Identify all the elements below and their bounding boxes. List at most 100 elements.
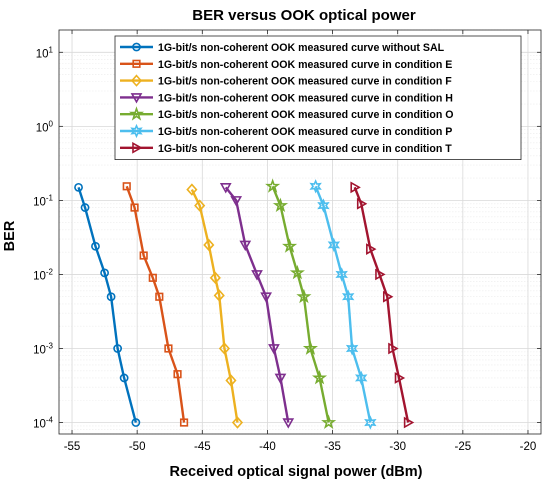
series-line bbox=[224, 186, 290, 423]
data-point bbox=[403, 416, 415, 429]
data-point bbox=[394, 372, 406, 384]
series-1 bbox=[74, 182, 141, 427]
x-axis-label: Received optical signal power (dBm) bbox=[170, 464, 423, 480]
x-tick-label: -30 bbox=[389, 441, 406, 453]
legend-item: 1G-bit/s non-coherent OOK measured curve… bbox=[120, 42, 445, 54]
data-point bbox=[302, 340, 318, 355]
data-point bbox=[179, 418, 189, 427]
legend-item: 1G-bit/s non-coherent OOK measured curve… bbox=[120, 92, 453, 104]
data-point bbox=[317, 198, 330, 213]
data-point bbox=[106, 292, 116, 302]
data-point bbox=[296, 288, 312, 304]
data-point bbox=[375, 268, 386, 281]
legend-marker bbox=[130, 93, 143, 104]
data-point bbox=[364, 415, 377, 430]
data-point bbox=[260, 292, 272, 303]
legend-label: 1G-bit/s non-coherent OOK measured curve… bbox=[158, 143, 452, 155]
x-tick-label: -45 bbox=[194, 441, 211, 453]
legend-item: 1G-bit/s non-coherent OOK measured curve… bbox=[120, 106, 454, 121]
legend-item: 1G-bit/s non-coherent OOK measured curve… bbox=[120, 141, 452, 155]
data-point bbox=[130, 203, 139, 212]
data-point bbox=[91, 241, 100, 251]
legend-marker bbox=[132, 59, 141, 68]
data-point bbox=[219, 183, 232, 194]
data-point bbox=[203, 238, 215, 252]
data-point bbox=[148, 273, 157, 282]
series-line bbox=[125, 185, 186, 423]
x-tick-label: -25 bbox=[455, 441, 472, 453]
data-point bbox=[194, 199, 206, 212]
data-point bbox=[282, 418, 295, 429]
data-point bbox=[230, 196, 243, 207]
data-point bbox=[218, 342, 231, 355]
data-point bbox=[231, 416, 244, 429]
data-point bbox=[356, 197, 368, 210]
legend-item: 1G-bit/s non-coherent OOK measured curve… bbox=[120, 59, 452, 71]
data-point bbox=[173, 370, 182, 379]
data-point bbox=[274, 373, 287, 385]
series-line bbox=[77, 186, 138, 423]
data-point bbox=[366, 243, 377, 255]
data-point bbox=[345, 341, 359, 356]
y-axis-label: BER bbox=[2, 220, 18, 251]
legend-box bbox=[114, 35, 522, 160]
data-point bbox=[265, 178, 281, 193]
legend-marker bbox=[132, 42, 141, 52]
legend-item: 1G-bit/s non-coherent OOK measured curve… bbox=[120, 123, 452, 139]
data-point bbox=[113, 344, 123, 353]
series-4 bbox=[219, 183, 295, 429]
series-layer bbox=[74, 178, 415, 430]
data-point bbox=[282, 238, 298, 253]
data-point bbox=[80, 203, 90, 212]
y-tick-label: 10-3 bbox=[33, 341, 53, 356]
data-point bbox=[139, 251, 148, 260]
data-point bbox=[119, 373, 129, 383]
data-point bbox=[289, 264, 305, 280]
axis-ticks: -55 -50 -45 -40 -35 -30 -25 -20 10-4 10-3 10-2 10-1… bbox=[33, 30, 541, 453]
data-point bbox=[268, 344, 280, 355]
series-2 bbox=[122, 182, 189, 427]
series-line bbox=[190, 189, 239, 423]
series-6 bbox=[309, 179, 377, 430]
data-point bbox=[186, 183, 198, 196]
data-point bbox=[321, 414, 337, 429]
legend-marker bbox=[130, 74, 143, 87]
series-line bbox=[314, 185, 372, 423]
y-tick-label: 10-1 bbox=[33, 193, 53, 208]
data-point bbox=[335, 267, 348, 282]
legend-label: 1G-bit/s non-coherent OOK measured curve… bbox=[158, 109, 454, 121]
plot-area-frame bbox=[58, 29, 542, 435]
data-point bbox=[213, 289, 225, 302]
data-point bbox=[382, 290, 394, 303]
data-point bbox=[251, 270, 263, 281]
legend-label: 1G-bit/s non-coherent OOK measured curve… bbox=[158, 76, 452, 88]
y-tick-label: 100 bbox=[36, 119, 54, 134]
series-line bbox=[271, 185, 330, 423]
data-point bbox=[209, 271, 221, 285]
legend-label: 1G-bit/s non-coherent OOK measured curve… bbox=[158, 42, 445, 54]
x-tick-label: -35 bbox=[324, 441, 341, 453]
data-point bbox=[327, 237, 341, 253]
series-5 bbox=[265, 178, 337, 429]
legend-label: 1G-bit/s non-coherent OOK measured curve… bbox=[158, 59, 452, 71]
data-point bbox=[239, 240, 252, 252]
data-point bbox=[388, 342, 399, 355]
data-point bbox=[311, 370, 328, 385]
data-point bbox=[309, 179, 322, 194]
x-tick-label: -20 bbox=[520, 441, 537, 453]
chart-title: BER versus OOK optical power bbox=[192, 7, 416, 24]
x-tick-label: -40 bbox=[259, 441, 276, 453]
legend-item: 1G-bit/s non-coherent OOK measured curve… bbox=[120, 74, 452, 88]
data-point bbox=[155, 292, 164, 301]
y-tick-label: 10-2 bbox=[33, 267, 53, 282]
series-3 bbox=[186, 183, 244, 429]
x-tick-label: -55 bbox=[64, 441, 81, 453]
legend-marker bbox=[130, 123, 143, 139]
legend-marker bbox=[132, 141, 143, 154]
x-tick-label: -50 bbox=[129, 441, 146, 453]
legend-label: 1G-bit/s non-coherent OOK measured curve… bbox=[158, 126, 452, 138]
data-point bbox=[341, 289, 355, 304]
data-point bbox=[164, 344, 173, 353]
data-point bbox=[350, 181, 361, 194]
